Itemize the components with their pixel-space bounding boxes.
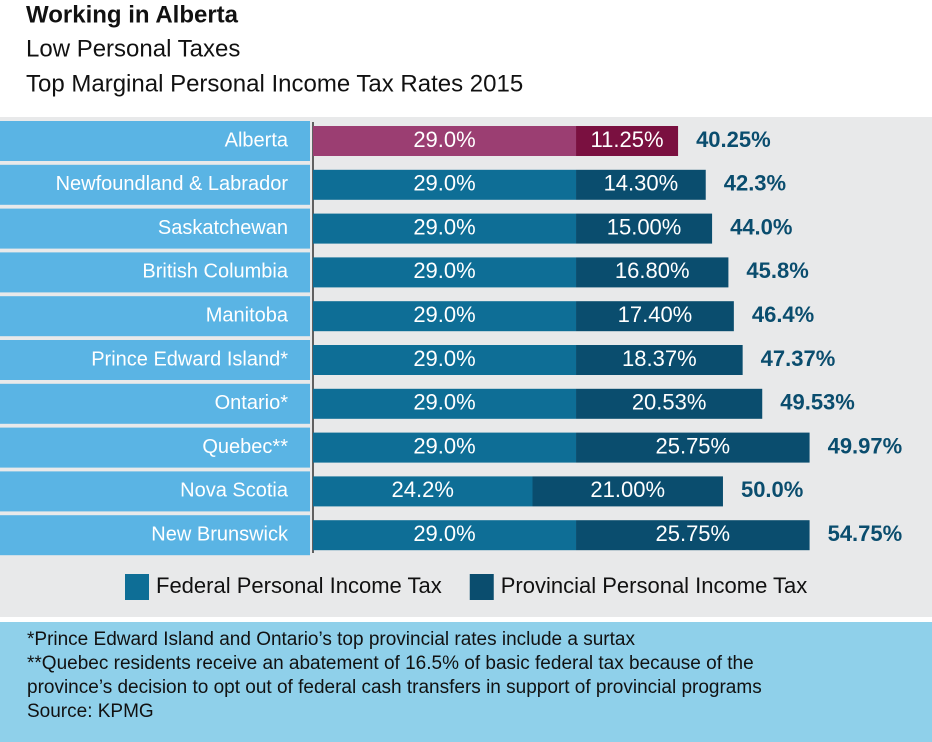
value-label: 24.2% <box>392 477 454 502</box>
legend-label: Federal Personal Income Tax <box>156 573 442 598</box>
value-label: 15.00% <box>607 214 682 239</box>
value-label: 29.0% <box>413 171 475 196</box>
bar-segment <box>313 476 533 507</box>
bar-segment <box>576 432 810 463</box>
category-label: Saskatchewan <box>158 217 288 239</box>
value-label: 25.75% <box>655 521 730 546</box>
bar-segment <box>313 126 577 156</box>
bar-segment <box>313 432 577 463</box>
footnote: province’s decision to opt out of federa… <box>27 677 762 698</box>
value-label: 29.0% <box>413 127 475 152</box>
category-box <box>0 383 310 424</box>
bar-segment <box>576 388 763 419</box>
category-box <box>0 296 310 337</box>
total-label: 49.97% <box>828 433 903 458</box>
value-label: 29.0% <box>413 258 475 283</box>
bar-segment <box>576 301 734 332</box>
value-label: 21.00% <box>590 477 665 502</box>
category-label: British Columbia <box>142 261 288 283</box>
bar-segment <box>313 301 577 332</box>
value-label: 29.0% <box>413 214 475 239</box>
chart-subtitle: Low Personal Taxes <box>26 35 240 62</box>
footnote: **Quebec residents receive an abatement … <box>27 653 754 674</box>
bar-segment <box>313 520 577 551</box>
category-box <box>0 252 310 293</box>
category-box <box>0 471 310 512</box>
category-box <box>0 427 310 468</box>
bar-segment <box>313 257 577 288</box>
bar-segment <box>313 169 577 200</box>
footnote-box <box>0 622 932 742</box>
total-label: 47.37% <box>761 346 836 371</box>
bar-segment <box>313 388 577 419</box>
bar-segment <box>313 345 577 375</box>
footnote: Source: KPMG <box>27 701 154 722</box>
bar-segment <box>576 169 706 200</box>
value-label: 18.37% <box>622 346 697 371</box>
value-label: 11.25% <box>591 127 664 152</box>
value-label: 16.80% <box>615 258 690 283</box>
category-box <box>0 121 310 161</box>
category-label: New Brunswick <box>151 523 289 545</box>
value-label: 29.0% <box>413 521 475 546</box>
bar-segment <box>576 213 713 244</box>
category-label: Quebec** <box>202 436 288 458</box>
total-label: 49.53% <box>780 390 855 415</box>
category-label: Prince Edward Island* <box>91 348 288 370</box>
value-label: 25.75% <box>655 433 730 458</box>
category-label: Ontario* <box>215 392 289 414</box>
bar-segment <box>576 345 743 375</box>
total-label: 50.0% <box>741 477 803 502</box>
category-box <box>0 208 310 249</box>
value-label: 17.40% <box>618 302 693 327</box>
value-label: 29.0% <box>413 302 475 327</box>
value-label: 14.30% <box>604 171 679 196</box>
category-box <box>0 340 310 380</box>
total-label: 46.4% <box>752 302 814 327</box>
bar-segment <box>576 520 810 551</box>
category-label: Alberta <box>225 129 289 151</box>
category-label: Newfoundland & Labrador <box>56 173 289 195</box>
legend-swatch <box>125 574 149 600</box>
value-label: 29.0% <box>413 346 475 371</box>
bar-segment <box>576 126 679 156</box>
chart-subtitle: Top Marginal Personal Income Tax Rates 2… <box>26 70 523 97</box>
bar-segment <box>576 257 729 288</box>
category-label: Nova Scotia <box>180 480 289 502</box>
legend-swatch <box>469 574 494 600</box>
category-label: Manitoba <box>206 304 289 326</box>
category-box <box>0 515 310 556</box>
bar-segment <box>532 476 723 507</box>
value-label: 20.53% <box>632 390 707 415</box>
bar-segment <box>313 213 577 244</box>
total-label: 40.25% <box>696 127 771 152</box>
value-label: 29.0% <box>413 390 475 415</box>
footnote: *Prince Edward Island and Ontario’s top … <box>27 629 635 650</box>
legend-label: Provincial Personal Income Tax <box>501 573 808 598</box>
total-label: 45.8% <box>746 258 808 283</box>
value-label: 29.0% <box>413 433 475 458</box>
total-label: 44.0% <box>730 214 792 239</box>
total-label: 54.75% <box>828 521 903 546</box>
chart-title: Working in Alberta <box>26 1 239 28</box>
total-label: 42.3% <box>724 171 786 196</box>
category-box <box>0 164 310 205</box>
